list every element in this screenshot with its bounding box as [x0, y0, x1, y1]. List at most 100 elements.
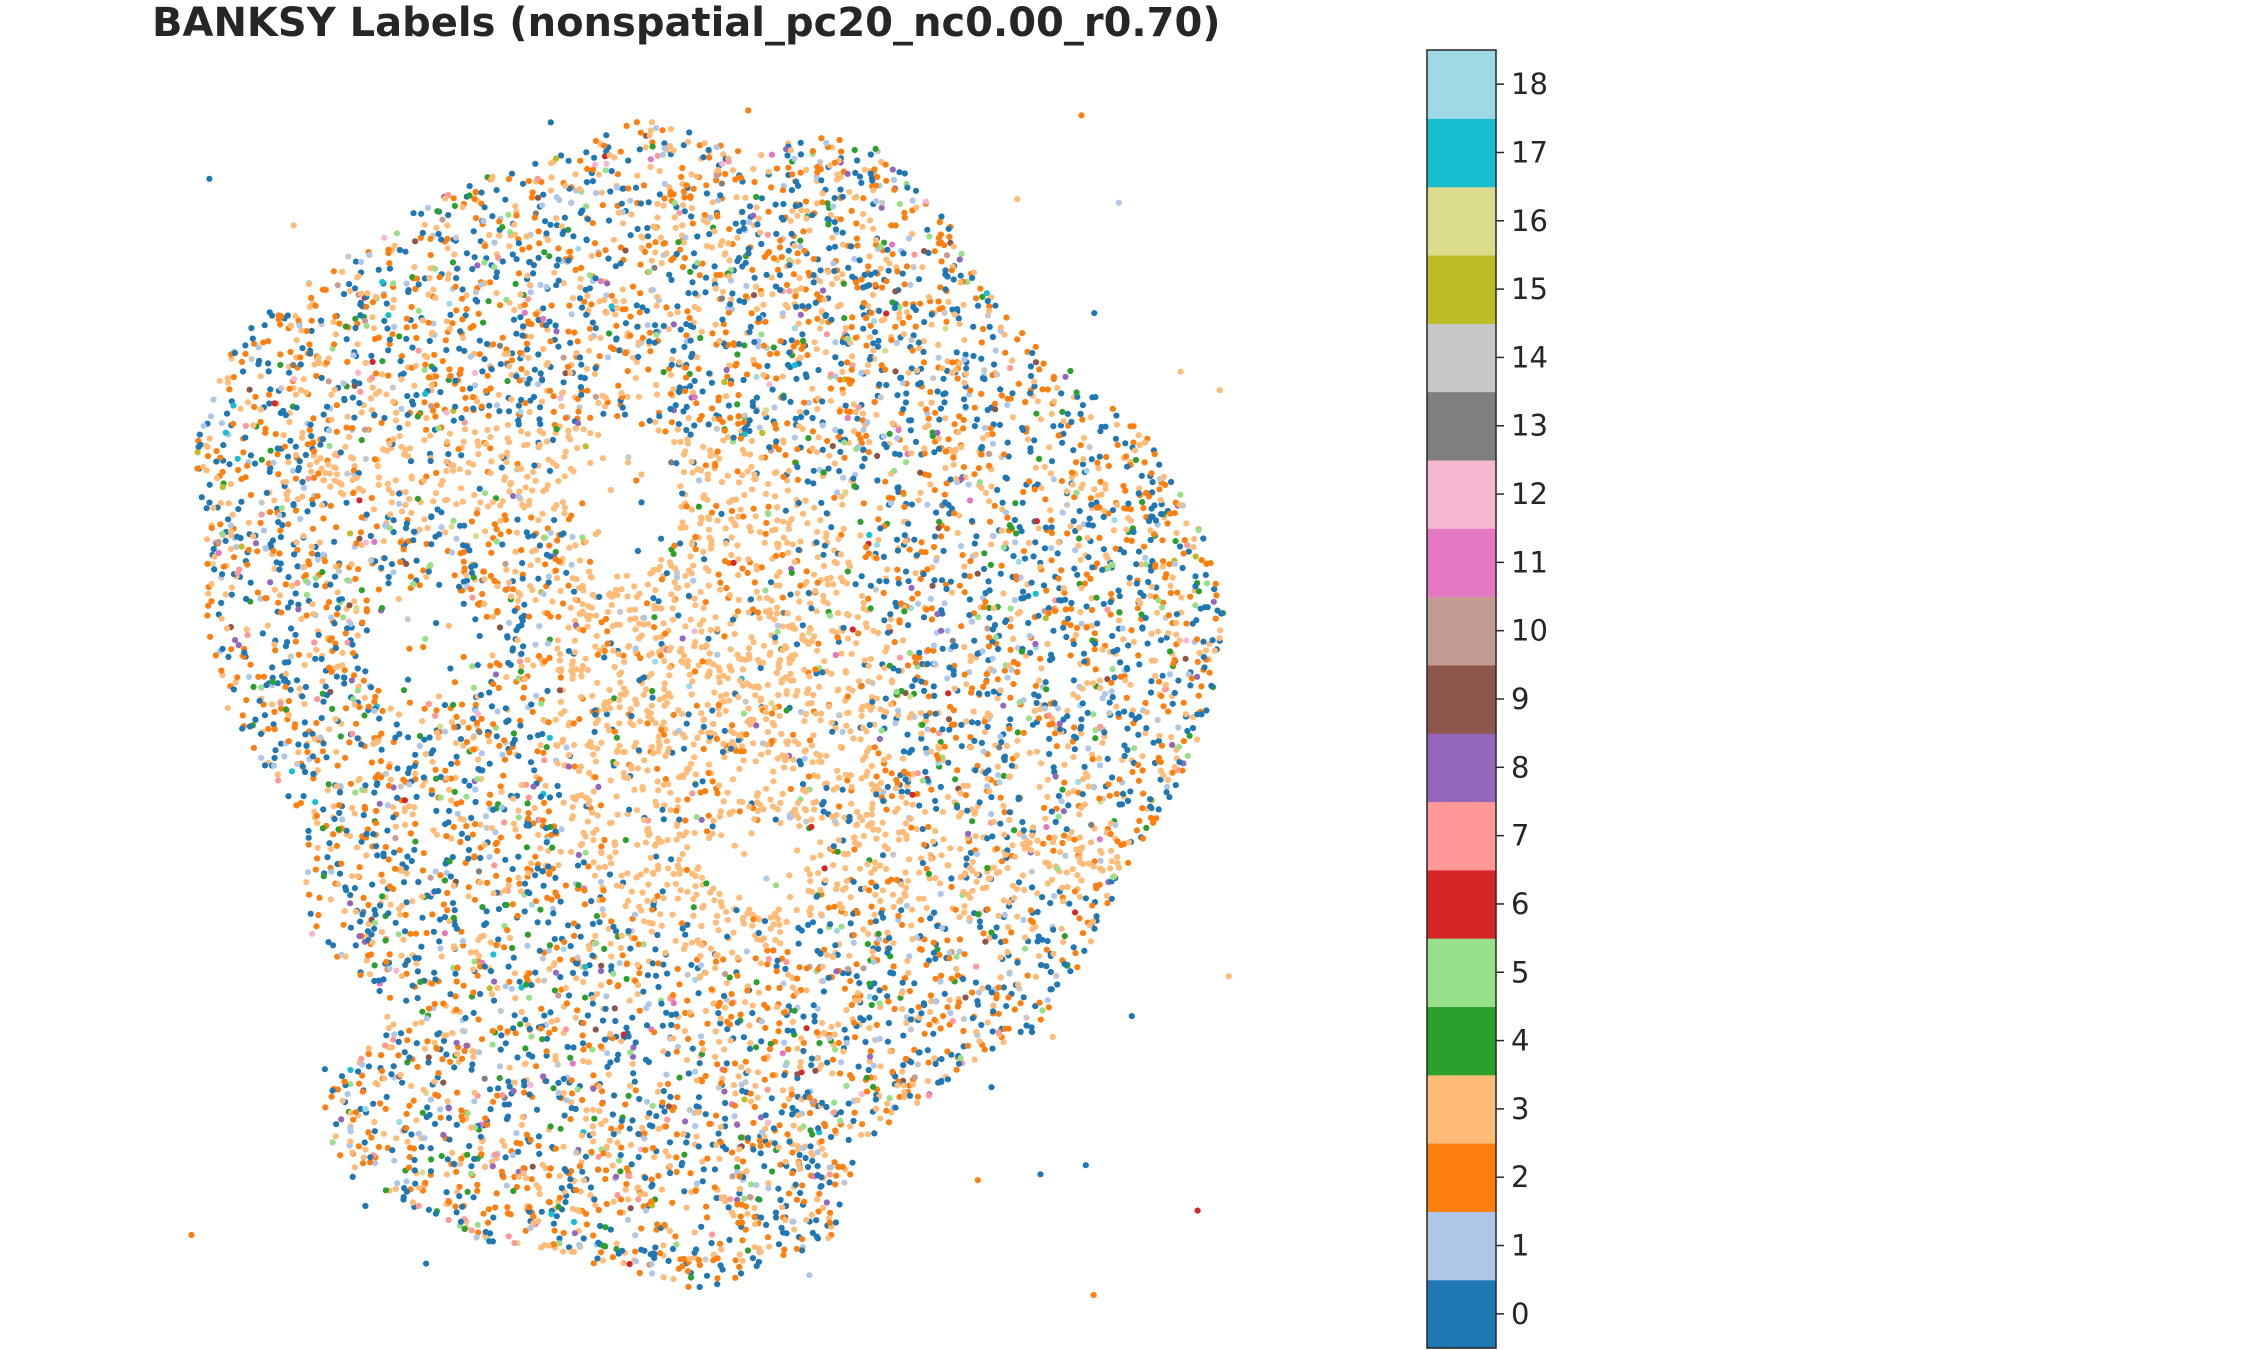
scatter-point [734, 651, 741, 658]
scatter-point [644, 720, 651, 727]
scatter-point [441, 930, 448, 937]
scatter-point [853, 235, 861, 242]
scatter-point [1043, 587, 1050, 594]
scatter-point [453, 1168, 460, 1175]
scatter-point [1108, 590, 1115, 597]
scatter-point [1091, 925, 1098, 932]
scatter-point [1178, 594, 1185, 601]
scatter-point [724, 933, 731, 940]
scatter-point [927, 595, 934, 602]
scatter-point [1034, 890, 1041, 897]
scatter-point [255, 673, 262, 680]
scatter-point [751, 1204, 758, 1212]
scatter-point [924, 501, 931, 508]
scatter-point [634, 225, 641, 233]
scatter-point [595, 864, 603, 871]
scatter-point [971, 1056, 978, 1063]
scatter-point [431, 351, 438, 358]
scatter-point [602, 1176, 609, 1183]
scatter-point [820, 977, 827, 985]
scatter-point [468, 1170, 475, 1177]
scatter-point [427, 1168, 434, 1175]
scatter-point [753, 283, 760, 290]
scatter-point [527, 333, 535, 340]
scatter-point [229, 511, 236, 518]
scatter-point [367, 1159, 374, 1166]
scatter-point [717, 242, 724, 249]
scatter-point [364, 928, 371, 935]
scatter-point [540, 1073, 547, 1080]
scatter-point [953, 953, 960, 960]
scatter-point [1172, 538, 1179, 545]
scatter-point [794, 590, 801, 597]
scatter-point [208, 580, 215, 588]
scatter-point [629, 1053, 637, 1060]
scatter-point [917, 710, 925, 717]
scatter-point [1120, 482, 1127, 490]
scatter-point [346, 433, 353, 440]
scatter-point [750, 505, 757, 512]
scatter-point [713, 1112, 720, 1119]
scatter-point [519, 180, 527, 187]
scatter-point [714, 790, 721, 797]
scatter-point [487, 445, 494, 452]
scatter-point [853, 961, 860, 968]
scatter-point [1013, 752, 1020, 759]
scatter-point [492, 840, 499, 848]
scatter-point [555, 343, 562, 350]
scatter-point [369, 299, 376, 306]
scatter-point [278, 505, 285, 512]
scatter-point [806, 1272, 813, 1279]
scatter-point [1090, 1291, 1097, 1299]
scatter-point [596, 298, 603, 305]
scatter-point [803, 987, 810, 994]
scatter-point [567, 339, 574, 346]
scatter-point [740, 914, 747, 921]
scatter-point [930, 375, 937, 382]
scatter-point [592, 161, 599, 168]
scatter-point [809, 385, 816, 392]
scatter-point [506, 528, 513, 535]
scatter-point [1174, 589, 1181, 596]
scatter-point [1192, 573, 1199, 580]
scatter-point [269, 664, 276, 671]
scatter-point [960, 425, 967, 432]
scatter-point [555, 477, 562, 485]
scatter-point [460, 558, 467, 565]
scatter-point [637, 654, 644, 662]
scatter-point [539, 510, 546, 517]
scatter-point [713, 502, 720, 510]
scatter-point [375, 586, 382, 593]
scatter-point [405, 734, 412, 741]
scatter-point [1050, 423, 1057, 430]
scatter-point [1140, 790, 1147, 797]
scatter-point [1045, 609, 1052, 617]
scatter-point [682, 1009, 689, 1017]
scatter-point [621, 411, 629, 418]
scatter-point [474, 1187, 481, 1194]
scatter-point [955, 1060, 963, 1067]
scatter-point [748, 310, 755, 317]
scatter-point [1077, 609, 1084, 616]
scatter-point [858, 1091, 865, 1098]
scatter-point [971, 471, 978, 478]
scatter-point [336, 809, 343, 817]
scatter-point [1139, 767, 1146, 774]
scatter-point [768, 700, 775, 707]
scatter-point [908, 584, 915, 592]
scatter-point [700, 723, 707, 731]
scatter-point [677, 246, 684, 253]
scatter-point [601, 654, 608, 661]
scatter-point [808, 888, 816, 896]
scatter-point [797, 311, 804, 318]
scatter-point [625, 454, 632, 461]
scatter-point [947, 578, 955, 585]
scatter-point [587, 1184, 595, 1191]
scatter-point [595, 1206, 602, 1214]
scatter-point [545, 1199, 553, 1206]
scatter-point [286, 369, 293, 376]
scatter-point [891, 639, 898, 646]
scatter-point [796, 598, 803, 605]
scatter-point [870, 826, 877, 833]
scatter-point [980, 930, 987, 937]
